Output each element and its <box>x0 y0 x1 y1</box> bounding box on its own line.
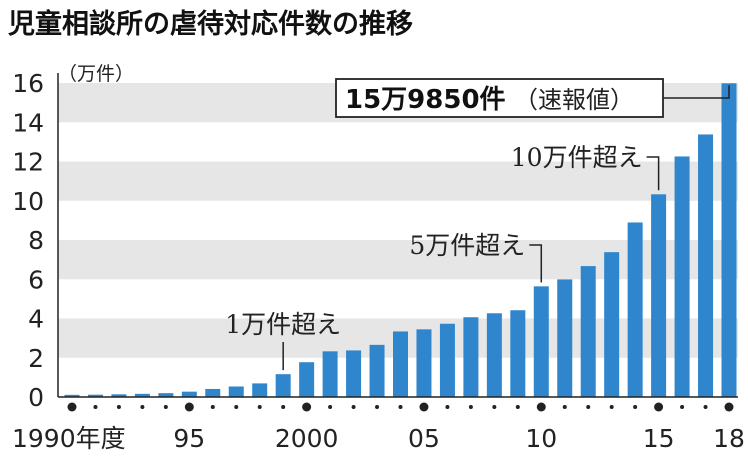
annotation-5man: 5万件超え <box>409 231 525 260</box>
x-major-dot <box>302 402 312 412</box>
bar-2004 <box>393 331 408 397</box>
annotation-leader <box>646 156 660 191</box>
x-minor-dot <box>328 405 333 409</box>
bar-1991 <box>87 394 103 397</box>
y-tick-label: 4 <box>28 305 44 334</box>
bar-2005 <box>416 329 432 397</box>
x-tick-label: 95 <box>173 424 205 453</box>
bar-1998 <box>252 383 268 397</box>
y-axis-unit-label: （万件） <box>58 63 134 85</box>
x-minor-dot <box>375 405 380 409</box>
bar-2013 <box>604 252 620 397</box>
bar-2014 <box>627 222 643 397</box>
x-major-dot <box>536 402 546 412</box>
bar-1995 <box>181 391 197 397</box>
annotation-1man: 1万件超え <box>225 310 341 339</box>
x-minor-dot <box>234 405 239 409</box>
annotation-latest-note: （速報値） <box>514 86 634 114</box>
annotation-leader <box>663 85 730 99</box>
x-minor-dot <box>468 405 473 409</box>
x-minor-dot <box>351 405 356 409</box>
x-minor-dot <box>515 405 520 409</box>
x-minor-dot <box>492 405 497 409</box>
x-tick-label: 18 <box>713 424 745 453</box>
bar-1992 <box>111 394 127 397</box>
x-major-dot <box>67 402 77 412</box>
x-minor-dot <box>140 405 145 409</box>
annotation-latest-value: 15万9850件 <box>345 85 506 115</box>
bar-2002 <box>346 350 362 397</box>
x-minor-dot <box>609 405 614 409</box>
x-tick-label: 05 <box>408 424 440 453</box>
x-minor-dot <box>281 405 286 409</box>
x-minor-dot <box>257 405 262 409</box>
x-tick-label: 15 <box>643 424 675 453</box>
bar-1993 <box>134 393 150 397</box>
grid-band <box>58 240 738 280</box>
bar-1994 <box>158 393 174 397</box>
x-tick-label: 1990年度 <box>12 424 126 453</box>
x-minor-dot <box>116 405 121 409</box>
bar-2008 <box>486 313 502 397</box>
x-tick-label: 10 <box>525 424 557 453</box>
bar-1999 <box>275 374 291 397</box>
y-tick-label: 6 <box>28 265 44 294</box>
x-minor-dot <box>210 405 215 409</box>
bar-1997 <box>228 386 244 397</box>
y-tick-label: 0 <box>28 383 44 412</box>
x-minor-dot <box>633 405 638 409</box>
bar-2007 <box>463 317 479 397</box>
grid-band <box>58 161 738 201</box>
bar-2015 <box>651 194 667 397</box>
x-minor-dot <box>445 405 450 409</box>
bar-2006 <box>439 323 455 397</box>
x-major-dot <box>184 402 194 412</box>
x-minor-dot <box>93 405 98 409</box>
x-minor-dot <box>562 405 567 409</box>
y-tick-label: 12 <box>12 148 44 177</box>
bar-2016 <box>674 156 690 397</box>
bar-2011 <box>557 279 573 397</box>
x-minor-dot <box>586 405 591 409</box>
x-tick-label: 2000 <box>275 424 339 453</box>
bar-2012 <box>580 266 596 397</box>
y-tick-label: 8 <box>28 226 44 255</box>
chart-title: 児童相談所の虐待対応件数の推移 <box>8 8 413 40</box>
bar-2017 <box>698 134 714 397</box>
x-major-dot <box>724 402 734 412</box>
bar-2003 <box>369 344 385 397</box>
x-minor-dot <box>703 405 708 409</box>
y-tick-label: 16 <box>12 69 44 98</box>
bar-2010 <box>533 286 549 397</box>
annotation-box <box>335 78 664 118</box>
bar-2000 <box>299 362 315 397</box>
x-minor-dot <box>163 405 168 409</box>
x-major-dot <box>654 402 664 412</box>
annotation-leader <box>529 244 543 283</box>
bar-1990 <box>64 394 80 397</box>
x-minor-dot <box>680 405 685 409</box>
bar-2001 <box>322 351 338 397</box>
bar-2018 <box>721 83 737 397</box>
annotation-10man: 10万件超え <box>511 143 643 172</box>
y-tick-label: 14 <box>12 108 44 137</box>
x-minor-dot <box>398 405 403 409</box>
y-tick-label: 10 <box>12 187 44 216</box>
x-major-dot <box>419 402 429 412</box>
bar-1996 <box>205 388 221 397</box>
bar-2009 <box>510 310 526 397</box>
y-tick-label: 2 <box>28 344 44 373</box>
